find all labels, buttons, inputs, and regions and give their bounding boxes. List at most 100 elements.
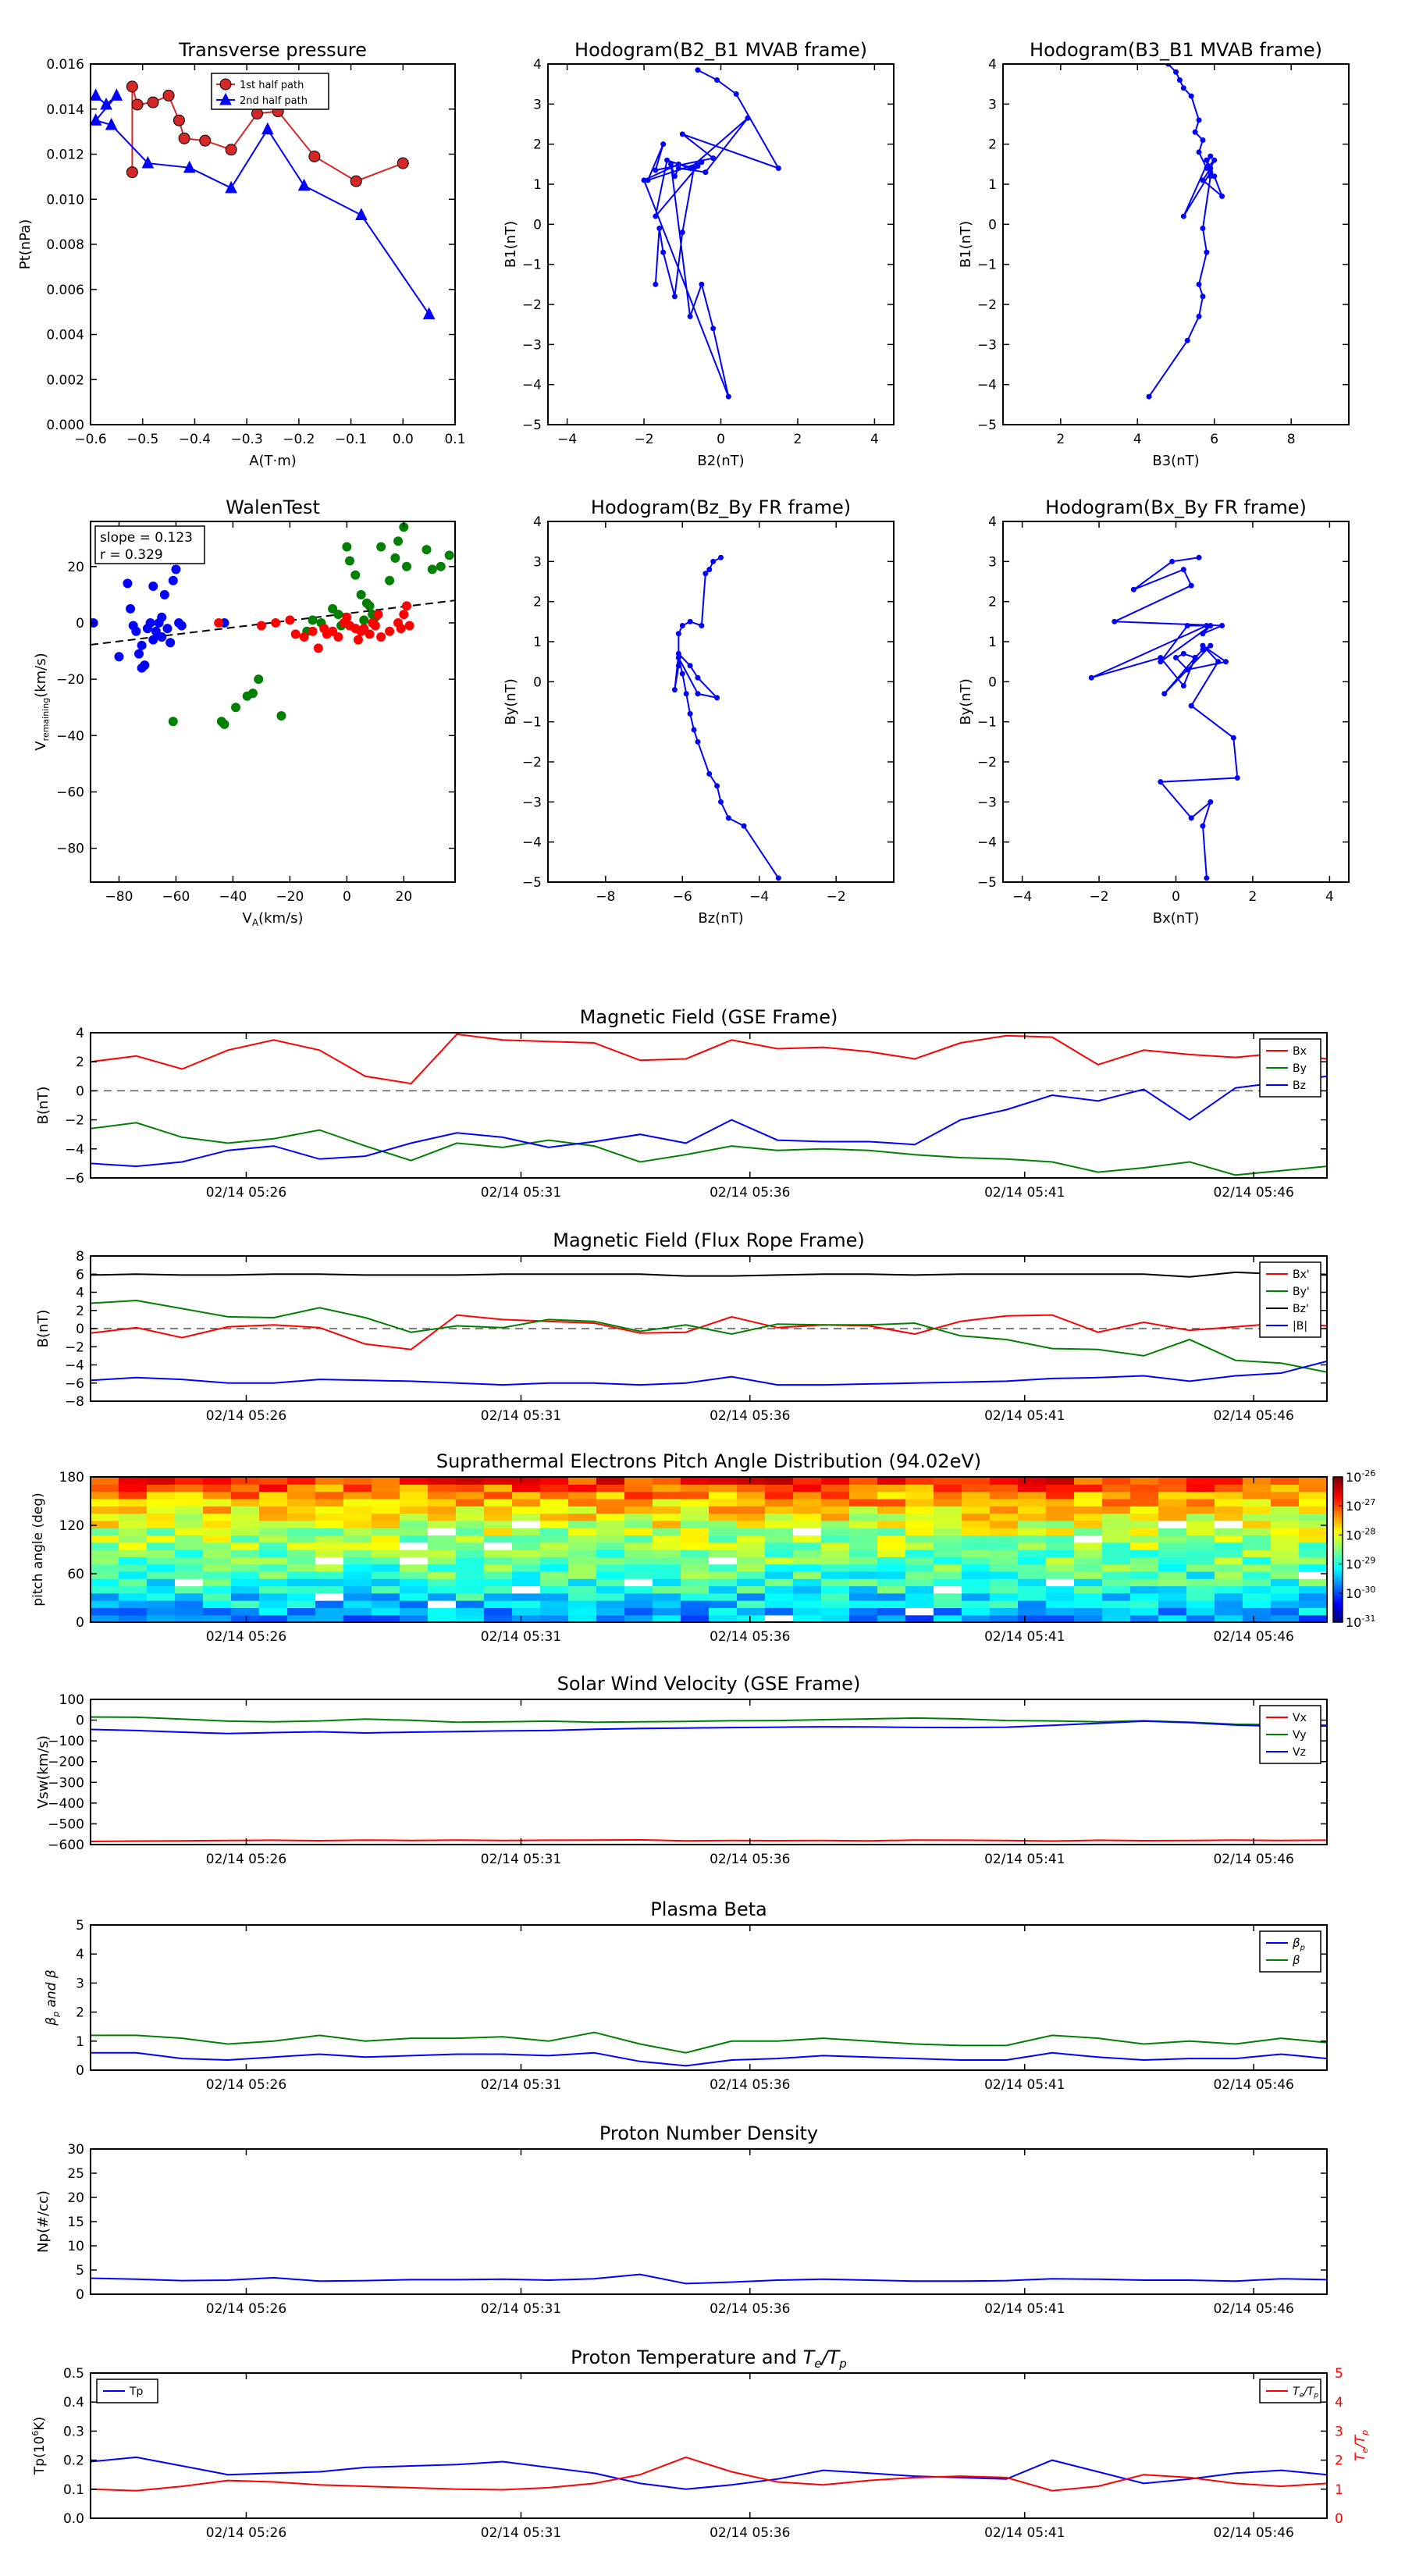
data-point-dot	[695, 674, 701, 681]
heatmap-cell	[456, 1607, 485, 1616]
plot-area	[91, 2031, 1327, 2067]
heatmap-cell	[821, 1600, 850, 1608]
heatmap-cell	[1046, 1491, 1075, 1500]
y-axis-label: Pt(nPa)	[17, 219, 34, 269]
data-point-triangle	[261, 122, 274, 135]
data-point-dot	[687, 165, 693, 171]
heatmap-cell	[568, 1542, 597, 1550]
data-point	[157, 612, 167, 622]
heatmap-cell	[1074, 1614, 1103, 1623]
colorbar-cell	[1333, 1588, 1343, 1592]
heatmap-cell	[1186, 1578, 1215, 1587]
heatmap-cell	[456, 1491, 485, 1500]
data-point-dot	[1211, 173, 1218, 180]
data-point-dot	[675, 631, 681, 637]
heatmap-cell	[428, 1607, 457, 1616]
x-tick-label: 02/14 05:31	[481, 2301, 561, 2317]
plot-area	[91, 2456, 1327, 2492]
data-point	[131, 626, 141, 636]
heatmap-cell	[1046, 1477, 1075, 1485]
colorbar-cell	[1333, 1612, 1343, 1616]
heatmap-cell	[1130, 1484, 1159, 1493]
colorbar-cell	[1333, 1528, 1343, 1531]
colorbar-cell	[1333, 1498, 1343, 1502]
chart-h2: Hodogram(B3_B1 MVAB frame) 2 4 6 8 −5 −4 −3 −2 −1…	[958, 39, 1350, 469]
y-tick-label: 20	[67, 2190, 84, 2206]
heatmap-cell	[990, 1614, 1019, 1623]
x-tick-label: 02/14 05:36	[710, 2077, 790, 2093]
data-point-circle	[199, 134, 212, 147]
heatmap-cell	[1186, 1571, 1215, 1579]
y-tick-label: 0	[76, 616, 84, 632]
heatmap-cell	[905, 1614, 934, 1623]
heatmap-cell	[400, 1571, 429, 1579]
heatmap-cell	[287, 1542, 316, 1550]
heatmap-cell	[1271, 1600, 1300, 1608]
heatmap-cell	[1158, 1498, 1187, 1507]
chart-title-slash: /	[820, 2347, 831, 2368]
y-tick-label: 0.014	[46, 102, 84, 118]
data-point-dot	[1200, 225, 1206, 231]
heatmap-cell	[287, 1506, 316, 1514]
heatmap-cell	[119, 1607, 148, 1616]
data-point-dot	[675, 663, 681, 669]
y-tick-label: −3	[522, 337, 542, 353]
y-tick-label-right: 0	[1335, 2511, 1343, 2527]
data-point-dot	[1200, 646, 1206, 653]
heatmap-cell	[147, 1550, 176, 1557]
colorbar-cell	[1333, 1598, 1343, 1601]
heatmap-cell	[1158, 1585, 1187, 1594]
data-point-dot	[710, 326, 717, 332]
chart-mf_fr: Magnetic Field (Flux Rope Frame) 02/14 05…	[35, 1229, 1328, 1424]
heatmap-cell	[1130, 1528, 1159, 1535]
heatmap-cell	[793, 1557, 822, 1565]
heatmap-cell	[934, 1607, 962, 1616]
chart-beta: Plasma Beta 02/14 05:26 02/14 05:31 02/14 0…	[44, 1898, 1328, 2093]
data-point-dot	[1200, 823, 1206, 829]
data-point	[390, 553, 400, 563]
heatmap-cell	[1102, 1600, 1131, 1608]
x-tick-label: 02/14 05:36	[710, 1629, 790, 1645]
heatmap-cell	[400, 1607, 429, 1616]
heatmap-cell	[1074, 1564, 1103, 1572]
heatmap-cell	[962, 1513, 991, 1521]
y-tick-label: 0.006	[46, 283, 84, 298]
y-tick-label: −1	[522, 258, 542, 273]
heatmap-cell	[1215, 1477, 1243, 1485]
heatmap-cell	[568, 1477, 597, 1485]
heatmap-cell	[793, 1498, 822, 1507]
chart-mf_gse: Magnetic Field (GSE Frame) 02/14 05:26 02/…	[35, 1006, 1328, 1201]
heatmap-cell	[456, 1498, 485, 1507]
heatmap-cell	[540, 1542, 569, 1550]
heatmap-cell	[1046, 1592, 1075, 1601]
heatmap-cell	[990, 1571, 1019, 1579]
heatmap-cell	[484, 1542, 513, 1550]
heatmap-cell	[1018, 1513, 1047, 1521]
y-tick-label: 4	[76, 1286, 84, 1301]
legend-te-sub: e	[1300, 2392, 1304, 2400]
heatmap-cell	[259, 1520, 288, 1528]
heatmap-cell	[119, 1600, 148, 1608]
x-tick-label: 6	[1210, 432, 1218, 447]
heatmap-cell	[484, 1506, 513, 1514]
data-point-dot	[1146, 393, 1152, 400]
chart-title-tp: T	[828, 2347, 841, 2368]
data-point	[313, 643, 323, 653]
heatmap-cell	[372, 1607, 400, 1616]
colorbar-cell	[1333, 1583, 1343, 1587]
heatmap-cell	[175, 1592, 204, 1601]
heatmap-cell	[484, 1607, 513, 1616]
heatmap-cell	[596, 1578, 625, 1587]
heatmap-cell	[540, 1571, 569, 1579]
colorbar-cell	[1333, 1590, 1343, 1594]
y-right-tp: T	[1353, 2434, 1368, 2443]
heatmap-cell	[1243, 1477, 1272, 1485]
heatmap-cell	[793, 1491, 822, 1500]
y-axis-label: Np(#/cc)	[35, 2190, 52, 2253]
heatmap-cell	[343, 1585, 372, 1594]
data-point	[322, 629, 332, 639]
colorbar-cell	[1333, 1496, 1343, 1500]
heatmap-cell	[175, 1491, 204, 1500]
x-tick-label: 02/14 05:31	[481, 2077, 561, 2093]
data-point-dot	[1200, 631, 1206, 637]
